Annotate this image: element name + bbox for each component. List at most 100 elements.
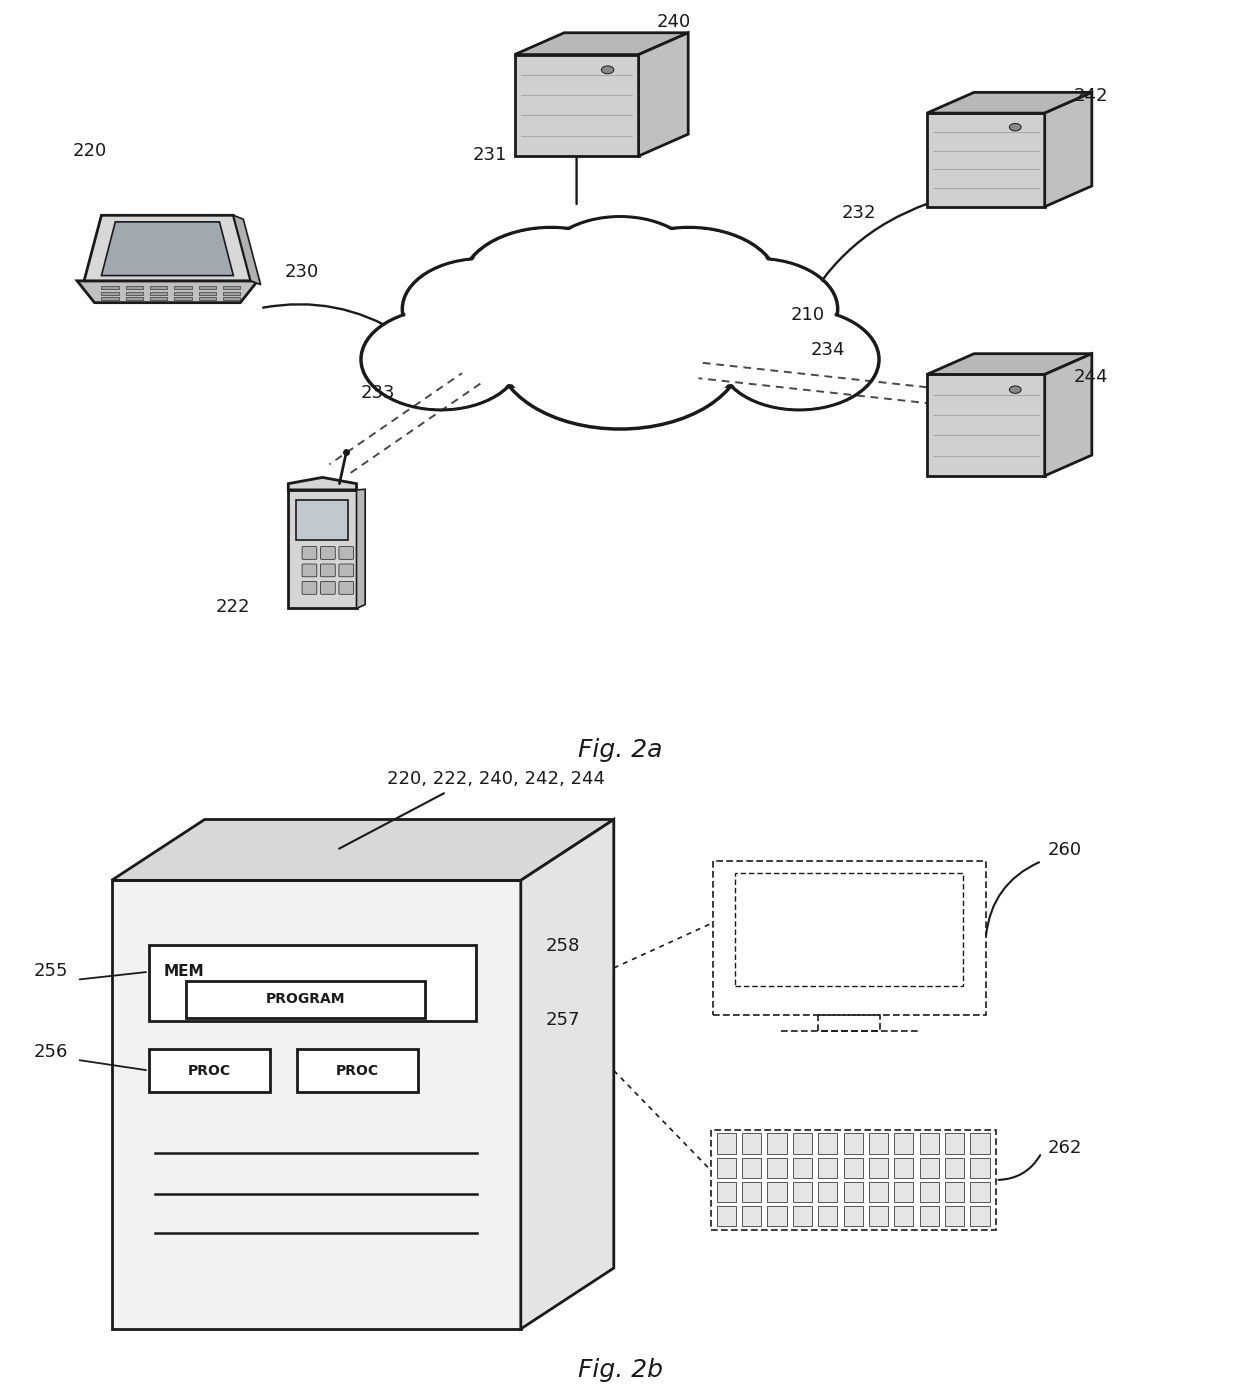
Polygon shape	[894, 1158, 914, 1178]
Polygon shape	[112, 880, 521, 1329]
Circle shape	[543, 219, 697, 315]
Polygon shape	[792, 1158, 812, 1178]
FancyBboxPatch shape	[339, 564, 353, 577]
Circle shape	[496, 273, 744, 429]
Text: PROC: PROC	[187, 1063, 231, 1078]
Polygon shape	[920, 1205, 939, 1226]
FancyBboxPatch shape	[175, 291, 192, 294]
Polygon shape	[894, 1134, 914, 1155]
Polygon shape	[742, 1205, 761, 1226]
Polygon shape	[102, 221, 233, 276]
Polygon shape	[869, 1205, 888, 1226]
Polygon shape	[717, 1158, 735, 1178]
Text: 230: 230	[284, 263, 319, 281]
FancyBboxPatch shape	[125, 297, 143, 299]
Polygon shape	[971, 1134, 990, 1155]
Polygon shape	[945, 1134, 965, 1155]
Polygon shape	[521, 819, 614, 1329]
Text: 258: 258	[546, 937, 580, 954]
Circle shape	[501, 276, 739, 426]
Circle shape	[620, 265, 813, 386]
Polygon shape	[792, 1181, 812, 1202]
FancyBboxPatch shape	[339, 546, 353, 560]
Polygon shape	[717, 1205, 735, 1226]
Polygon shape	[742, 1158, 761, 1178]
Circle shape	[365, 311, 517, 408]
Polygon shape	[843, 1134, 863, 1155]
Polygon shape	[894, 1205, 914, 1226]
Polygon shape	[711, 1130, 996, 1230]
Polygon shape	[1044, 354, 1092, 476]
Polygon shape	[288, 478, 357, 490]
Circle shape	[541, 217, 699, 318]
Polygon shape	[357, 489, 366, 609]
Circle shape	[361, 309, 521, 410]
Polygon shape	[869, 1134, 888, 1155]
FancyBboxPatch shape	[303, 564, 317, 577]
FancyBboxPatch shape	[320, 564, 335, 577]
Text: 231: 231	[472, 146, 507, 164]
FancyBboxPatch shape	[102, 286, 119, 290]
Polygon shape	[928, 354, 1092, 375]
Text: 220: 220	[72, 142, 107, 160]
FancyBboxPatch shape	[150, 297, 167, 299]
Circle shape	[678, 259, 838, 359]
Polygon shape	[288, 490, 357, 609]
Polygon shape	[768, 1205, 786, 1226]
Polygon shape	[742, 1181, 761, 1202]
Polygon shape	[233, 216, 260, 284]
Polygon shape	[945, 1158, 965, 1178]
Text: 256: 256	[33, 1042, 68, 1060]
Text: Fig. 2a: Fig. 2a	[578, 738, 662, 762]
Circle shape	[624, 267, 808, 384]
FancyBboxPatch shape	[150, 286, 167, 290]
Text: 242: 242	[1074, 88, 1109, 106]
Polygon shape	[298, 1049, 418, 1092]
Polygon shape	[818, 1134, 837, 1155]
Polygon shape	[818, 1158, 837, 1178]
FancyBboxPatch shape	[223, 291, 241, 294]
Circle shape	[461, 227, 641, 340]
Text: 244: 244	[1074, 368, 1109, 386]
Polygon shape	[768, 1158, 786, 1178]
FancyBboxPatch shape	[175, 286, 192, 290]
Circle shape	[405, 260, 559, 357]
Polygon shape	[792, 1134, 812, 1155]
Text: 262: 262	[1048, 1138, 1083, 1156]
Circle shape	[1009, 124, 1022, 131]
Polygon shape	[920, 1134, 939, 1155]
Polygon shape	[186, 981, 425, 1017]
Polygon shape	[149, 1049, 270, 1092]
Polygon shape	[971, 1205, 990, 1226]
Text: 255: 255	[33, 963, 68, 981]
Text: 210: 210	[790, 306, 825, 323]
Text: 257: 257	[546, 1010, 580, 1028]
Circle shape	[402, 259, 562, 359]
Polygon shape	[717, 1134, 735, 1155]
Polygon shape	[77, 281, 258, 302]
FancyBboxPatch shape	[150, 291, 167, 294]
Circle shape	[719, 309, 879, 410]
Polygon shape	[149, 944, 476, 1021]
FancyBboxPatch shape	[223, 286, 241, 290]
Polygon shape	[818, 1205, 837, 1226]
Polygon shape	[843, 1181, 863, 1202]
Polygon shape	[920, 1158, 939, 1178]
Polygon shape	[818, 1181, 837, 1202]
Polygon shape	[713, 861, 986, 1015]
Polygon shape	[735, 872, 963, 986]
Polygon shape	[920, 1181, 939, 1202]
FancyBboxPatch shape	[303, 581, 317, 595]
Polygon shape	[843, 1205, 863, 1226]
Polygon shape	[971, 1158, 990, 1178]
Text: 260: 260	[1048, 841, 1083, 858]
Text: Fig. 2b: Fig. 2b	[578, 1358, 662, 1382]
Text: 220, 222, 240, 242, 244: 220, 222, 240, 242, 244	[387, 770, 605, 788]
Polygon shape	[869, 1181, 888, 1202]
Polygon shape	[843, 1158, 863, 1178]
Polygon shape	[717, 1181, 735, 1202]
Text: 222: 222	[216, 599, 250, 616]
Circle shape	[427, 265, 620, 386]
Circle shape	[599, 227, 779, 340]
Polygon shape	[742, 1134, 761, 1155]
